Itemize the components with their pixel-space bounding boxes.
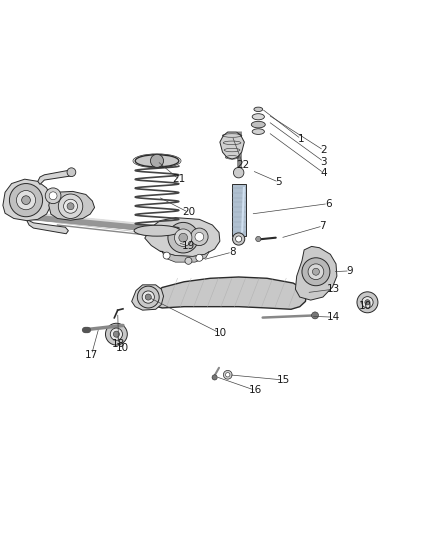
Ellipse shape — [135, 155, 179, 167]
Circle shape — [21, 196, 30, 205]
Polygon shape — [220, 132, 244, 159]
Circle shape — [145, 294, 151, 300]
Circle shape — [138, 286, 159, 308]
Circle shape — [168, 222, 198, 253]
Circle shape — [150, 154, 163, 167]
Circle shape — [357, 292, 378, 313]
Ellipse shape — [251, 122, 265, 128]
Text: 8: 8 — [229, 247, 235, 257]
Circle shape — [256, 236, 261, 241]
Circle shape — [185, 257, 192, 264]
Text: 15: 15 — [277, 375, 290, 385]
Circle shape — [311, 312, 318, 319]
Circle shape — [49, 192, 57, 200]
Circle shape — [174, 229, 192, 246]
Circle shape — [45, 188, 61, 204]
Polygon shape — [145, 217, 220, 256]
Text: 21: 21 — [172, 174, 185, 184]
Text: 16: 16 — [249, 385, 262, 395]
Ellipse shape — [252, 129, 265, 134]
Circle shape — [16, 190, 35, 210]
Circle shape — [223, 370, 232, 379]
Circle shape — [163, 252, 170, 259]
Text: 20: 20 — [182, 207, 195, 217]
Circle shape — [302, 258, 330, 286]
Ellipse shape — [254, 107, 263, 111]
Polygon shape — [49, 191, 95, 220]
Text: 4: 4 — [321, 168, 327, 178]
Circle shape — [10, 183, 42, 217]
Text: 7: 7 — [320, 221, 326, 231]
Text: 18: 18 — [112, 339, 125, 349]
Circle shape — [106, 323, 127, 345]
Circle shape — [179, 233, 187, 242]
Polygon shape — [160, 251, 209, 262]
Polygon shape — [38, 169, 75, 184]
Text: 19: 19 — [182, 241, 195, 251]
Text: 6: 6 — [325, 199, 332, 208]
Text: 14: 14 — [327, 312, 340, 322]
Circle shape — [308, 264, 324, 280]
Polygon shape — [3, 179, 51, 221]
Text: 1: 1 — [298, 134, 304, 144]
Text: 10: 10 — [214, 328, 227, 338]
Circle shape — [236, 236, 242, 242]
Circle shape — [195, 232, 204, 241]
Text: 2: 2 — [321, 146, 327, 155]
Circle shape — [196, 254, 203, 261]
Circle shape — [312, 268, 319, 275]
Circle shape — [212, 375, 217, 380]
Text: 10: 10 — [116, 343, 129, 353]
Circle shape — [362, 297, 373, 308]
Ellipse shape — [134, 225, 180, 236]
Ellipse shape — [252, 114, 265, 120]
Text: 3: 3 — [321, 157, 327, 167]
Circle shape — [365, 300, 370, 305]
Circle shape — [58, 194, 83, 219]
Polygon shape — [149, 277, 306, 309]
FancyBboxPatch shape — [232, 183, 246, 236]
Circle shape — [67, 168, 76, 176]
Circle shape — [191, 228, 208, 246]
Text: 9: 9 — [346, 266, 353, 276]
Text: 13: 13 — [327, 284, 340, 294]
Text: 22: 22 — [237, 160, 250, 170]
Text: 10: 10 — [359, 301, 372, 311]
Circle shape — [233, 233, 245, 245]
Circle shape — [67, 203, 74, 210]
Circle shape — [226, 373, 230, 377]
Circle shape — [110, 328, 123, 340]
Polygon shape — [132, 285, 163, 310]
Text: 5: 5 — [276, 177, 282, 187]
Polygon shape — [27, 221, 68, 234]
Circle shape — [233, 167, 244, 178]
Circle shape — [142, 291, 154, 303]
Text: 17: 17 — [85, 350, 98, 360]
Polygon shape — [295, 246, 337, 300]
Circle shape — [113, 331, 120, 337]
Circle shape — [64, 199, 78, 213]
